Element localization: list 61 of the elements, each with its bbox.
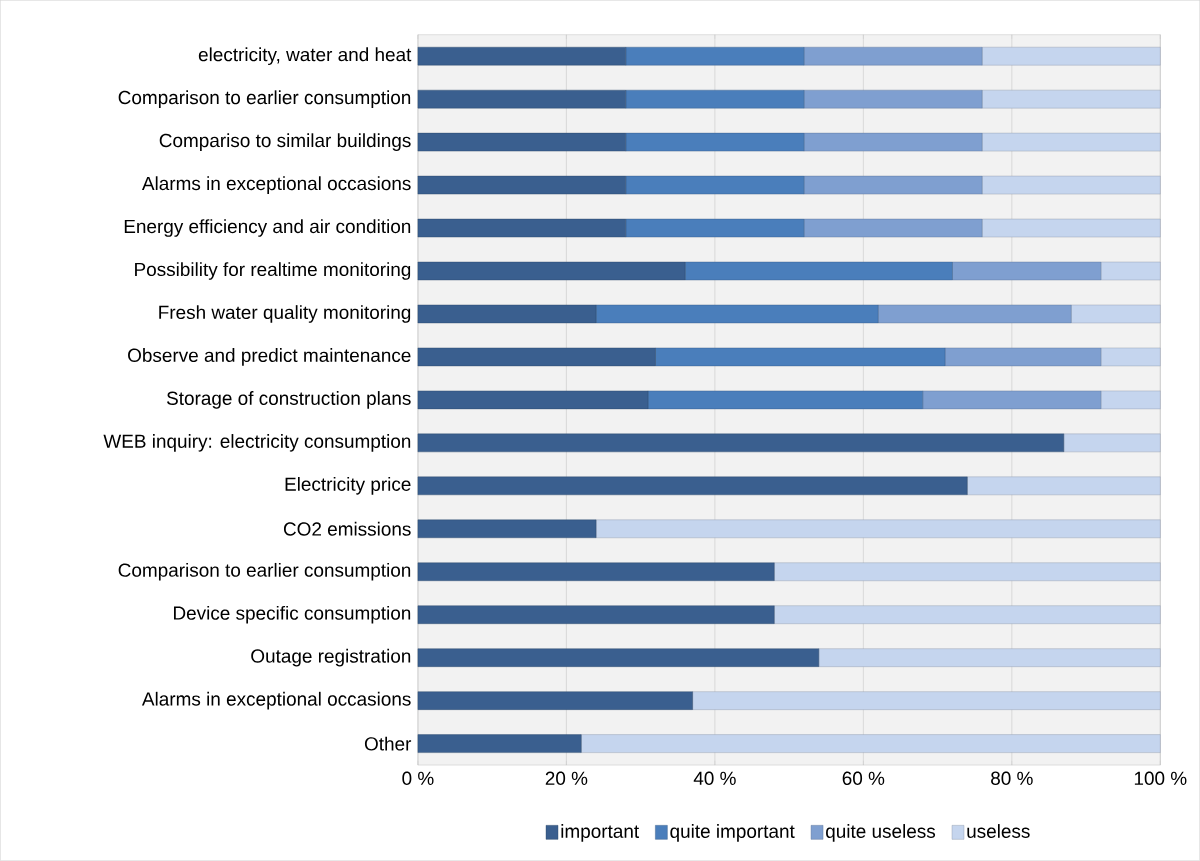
x-tick-label: 80 % [991, 771, 1033, 786]
legend-label: useless [967, 824, 1030, 839]
legend-label: quite useless [826, 824, 936, 842]
x-tick-label: 40 % [693, 771, 736, 786]
bar [878, 304, 1072, 324]
bar [1063, 433, 1161, 453]
x-tick-label: 60 % [842, 771, 885, 786]
bar [692, 691, 1161, 710]
bar [595, 519, 1161, 539]
bar [803, 90, 983, 109]
bar [1071, 304, 1161, 324]
bar [581, 734, 1161, 753]
bar [803, 218, 983, 238]
x-tick-label: 20 % [545, 771, 588, 786]
y-tick-label: Fresh water quality monitoring [159, 305, 411, 323]
y-tick-label: Energy efficiency and air condition [124, 219, 411, 237]
y-tick-label: WEB inquiry: electricity consumption [103, 434, 411, 452]
y-tick-label: Device specific consumption [174, 605, 411, 624]
bar [944, 347, 1102, 367]
bar [417, 519, 597, 539]
bar [981, 47, 1161, 66]
y-tick-label: Compariso to similar buildings [159, 133, 411, 152]
bar [417, 691, 693, 710]
bar [922, 390, 1102, 410]
bar [1100, 261, 1161, 281]
bar [1100, 390, 1161, 410]
bar [417, 605, 775, 624]
legend-label: important [561, 824, 640, 842]
bar [417, 734, 582, 753]
bar [952, 261, 1102, 281]
bar [774, 562, 1161, 582]
bar [1100, 347, 1161, 367]
bar [981, 132, 1161, 152]
y-tick-label: electricity, water and heat [198, 47, 412, 66]
legend-label: quite important [670, 824, 795, 842]
y-tick-label: Electricity price [285, 477, 411, 495]
y-tick-label: Comparison to earlier consumption [118, 563, 411, 581]
bar [981, 90, 1161, 109]
y-tick-label: Comparison to earlier consumption [118, 90, 411, 109]
bar [417, 476, 968, 496]
y-tick-label: Storage of construction plans [166, 391, 411, 409]
bar [417, 562, 775, 582]
bar [981, 218, 1161, 238]
y-tick-label: Observe and predict maintenance [128, 348, 411, 366]
y-tick-label: CO2 emissions [283, 521, 411, 536]
bar [417, 433, 1064, 453]
x-tick-label: 100 % [1134, 771, 1187, 786]
bar [417, 648, 819, 667]
bar [803, 132, 983, 152]
x-tick-label: 0 % [402, 771, 434, 786]
y-tick-label: Outage registration [251, 648, 411, 667]
y-tick-label: Other [364, 736, 412, 751]
bar [803, 47, 983, 66]
bar [967, 476, 1161, 496]
bar [818, 648, 1161, 667]
bar [803, 175, 983, 195]
y-tick-label: Possibility for realtime monitoring [135, 262, 411, 280]
bar [981, 175, 1161, 195]
bar [774, 605, 1161, 624]
y-tick-label: Alarms in exceptional occasions [141, 176, 411, 194]
y-tick-label: Alarms in exceptional occasions [141, 691, 411, 710]
